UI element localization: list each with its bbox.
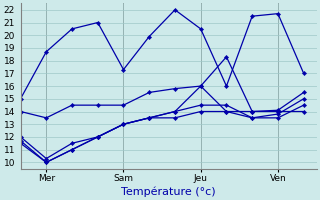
X-axis label: Température (°c): Température (°c) bbox=[121, 186, 216, 197]
